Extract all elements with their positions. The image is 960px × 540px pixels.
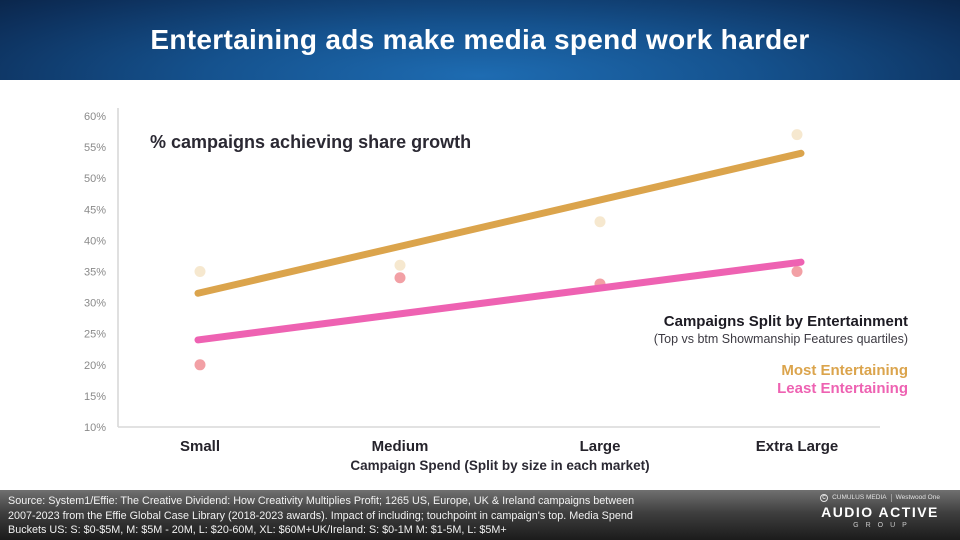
legend-subtitle: (Top vs btm Showmanship Features quartil… xyxy=(653,332,908,346)
westwood-one-wordmark: Westwood One xyxy=(895,493,940,501)
legend-series-least-entertaining: Least Entertaining xyxy=(777,380,908,397)
group-wordmark: GROUP xyxy=(853,522,914,529)
legend-title: Campaigns Split by Entertainment xyxy=(663,313,908,330)
svg-text:10%: 10% xyxy=(84,422,106,434)
svg-text:15%: 15% xyxy=(84,391,106,403)
source-note: Source: System1/Effie: The Creative Divi… xyxy=(0,490,800,540)
svg-text:45%: 45% xyxy=(84,204,106,216)
cumulus-media-wordmark: CUMULUS MEDIA xyxy=(832,493,887,501)
chart-svg: 10% 15% 20% 25% 30% 35% 40% 45% 50% 55% 60% Small Me… xyxy=(84,108,880,473)
cumulus-media-icon: C xyxy=(820,494,829,502)
audio-active-wordmark: AUDIO ACTIVE xyxy=(821,504,939,520)
svg-text:30%: 30% xyxy=(84,298,106,310)
chart-area: 10% 15% 20% 25% 30% 35% 40% 45% 50% 55% 60% Small Me… xyxy=(0,80,960,492)
svg-text:40%: 40% xyxy=(84,235,106,247)
svg-text:35%: 35% xyxy=(84,267,106,279)
footer-band: Source: System1/Effie: The Creative Divi… xyxy=(0,490,960,540)
svg-text:25%: 25% xyxy=(84,329,106,341)
svg-text:20%: 20% xyxy=(84,360,106,372)
audio-active-group-logo: C CUMULUS MEDIA Westwood One AUDIO ACTIV… xyxy=(800,490,960,540)
header-band: Entertaining ads make media spend work h… xyxy=(0,0,960,80)
chart-legend: Campaigns Split by Entertainment (Top vs… xyxy=(654,313,908,398)
source-line-3: Buckets US: S: $0-$5M, M: $5M - 20M, L: … xyxy=(8,524,507,537)
source-line-1: Source: System1/Effie: The Creative Divi… xyxy=(8,495,635,507)
svg-text:Extra Large: Extra Large xyxy=(756,438,839,455)
svg-text:Campaign Spend (Split by size: Campaign Spend (Split by size in each ma… xyxy=(350,458,649,473)
svg-text:Medium: Medium xyxy=(372,438,429,455)
logo-divider xyxy=(890,494,892,502)
svg-text:Large: Large xyxy=(580,438,621,455)
svg-text:% campaigns achieving share gr: % campaigns achieving share growth xyxy=(150,132,471,152)
svg-text:Small: Small xyxy=(180,438,220,455)
svg-text:60%: 60% xyxy=(84,111,106,123)
source-line-2: 2007-2023 from the Effie Global Case Lib… xyxy=(8,509,633,522)
legend-series-most-entertaining: Most Entertaining xyxy=(781,362,908,379)
slide-title: Entertaining ads make media spend work h… xyxy=(150,24,810,55)
svg-text:50%: 50% xyxy=(84,173,106,185)
svg-text:55%: 55% xyxy=(84,142,106,154)
